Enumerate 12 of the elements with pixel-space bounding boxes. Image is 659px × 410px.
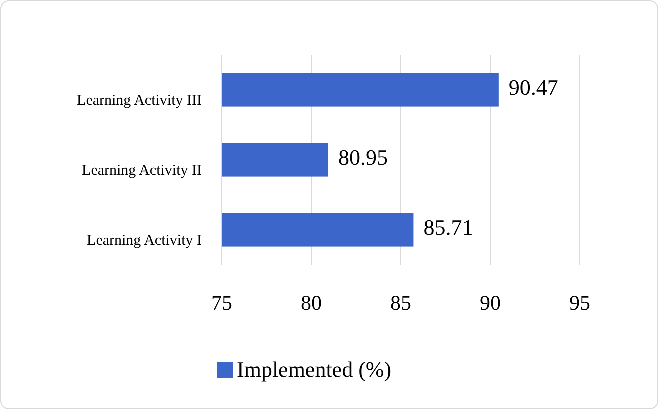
x-tick-label: 90 [480,291,501,315]
data-label: 80.95 [338,145,388,170]
y-tick-label: Learning Activity III [77,93,202,109]
legend-label: Implemented (%) [237,357,392,382]
y-tick-label: Learning Activity II [82,163,202,179]
x-tick-label: 85 [390,291,412,315]
data-label: 90.47 [508,75,558,100]
y-tick-label: Learning Activity I [87,233,202,249]
x-tick-label: 80 [301,291,322,315]
x-tick-label: 75 [212,291,232,315]
x-tick-label: 95 [570,291,590,315]
data-label: 85.71 [424,215,474,240]
